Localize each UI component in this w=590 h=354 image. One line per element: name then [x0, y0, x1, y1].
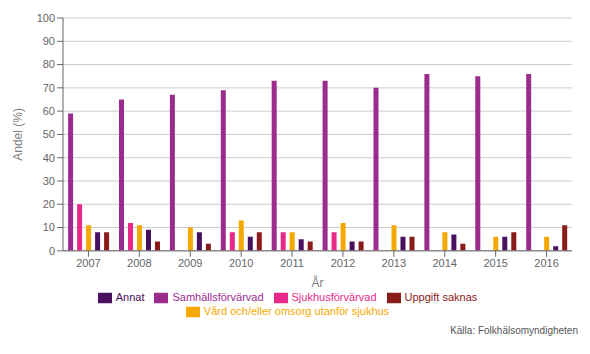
html-text:Samhällsförvärvad: Samhällsförvärvad [172, 290, 264, 303]
svg-text:80: 80 [43, 58, 55, 70]
svg-text:2008: 2008 [127, 257, 151, 269]
svg-text:2013: 2013 [382, 257, 406, 269]
svg-text:2012: 2012 [331, 257, 355, 269]
svg-text:60: 60 [43, 105, 55, 117]
svg-text:20: 20 [43, 198, 55, 210]
svg-text:2007: 2007 [76, 257, 100, 269]
html-text:Annat: Annat [115, 290, 145, 303]
svg-text:Andel (%): Andel (%) [11, 108, 25, 161]
svg-text:2011: 2011 [280, 257, 304, 269]
svg-text:30: 30 [43, 175, 55, 187]
svg-text:10: 10 [43, 221, 55, 233]
svg-text:70: 70 [43, 82, 55, 94]
html-text:Källa: Folkhälsomyndigheten: Källa: Folkhälsomyndigheten [450, 325, 578, 336]
html-text:Vård och/eller omsorg utanför: Vård och/eller omsorg utanför sjukhus [203, 304, 390, 317]
svg-text:40: 40 [43, 152, 55, 164]
svg-text:90: 90 [43, 35, 55, 47]
html-text:Sjukhusförvärvad: Sjukhusförvärvad [291, 290, 377, 303]
svg-text:2010: 2010 [229, 257, 253, 269]
svg-text:100: 100 [37, 12, 55, 24]
svg-text:50: 50 [43, 128, 55, 140]
svg-text:2014: 2014 [433, 257, 457, 269]
svg-text:2015: 2015 [483, 257, 507, 269]
svg-text:2009: 2009 [178, 257, 202, 269]
html-text:Uppgift saknas: Uppgift saknas [404, 290, 478, 303]
svg-text:2016: 2016 [534, 257, 558, 269]
svg-text:0: 0 [49, 245, 55, 257]
svg-text:År: År [312, 275, 324, 290]
